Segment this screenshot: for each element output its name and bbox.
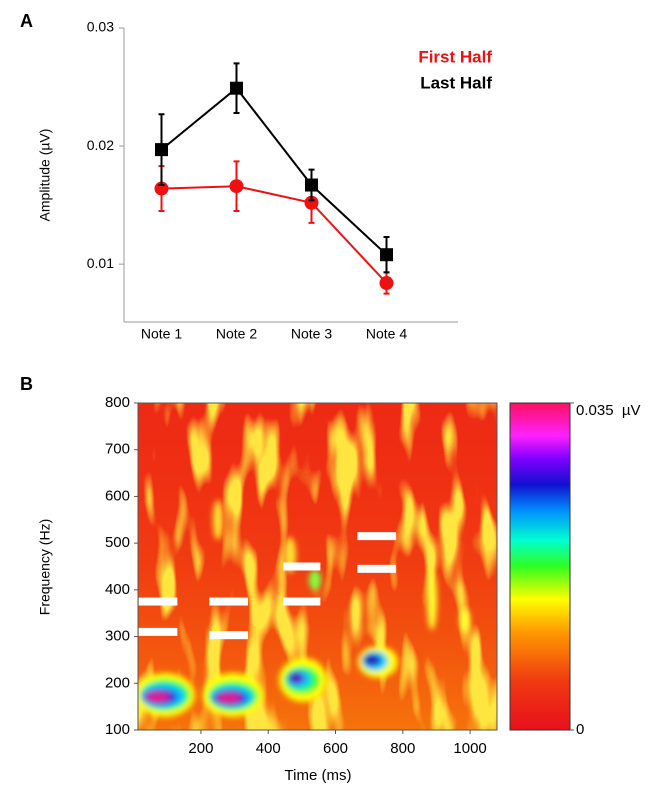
x-tick-label: Note 3 (291, 326, 332, 342)
y-axis-title: Frequency (Hz) (37, 519, 53, 615)
point (154, 181, 169, 196)
marker-bar (138, 627, 178, 636)
point (380, 248, 393, 262)
x-axis-title: Time (ms) (285, 767, 352, 784)
plot-frame (137, 402, 498, 731)
y-tick-label: 300 (105, 628, 130, 645)
point (304, 195, 319, 210)
legend-label: First Half (418, 47, 492, 66)
series-line (160, 86, 388, 256)
marker-bar (138, 597, 178, 606)
x-tick-label: 800 (390, 740, 415, 757)
x-tick-label: Note 2 (216, 326, 257, 342)
x-tick-label: Note 1 (141, 326, 182, 342)
y-axis-title: Amplitude (µV) (37, 129, 53, 222)
x-tick-label: 200 (188, 740, 213, 757)
x-tick-label: 1000 (453, 740, 486, 757)
legend-label: Last Half (420, 73, 492, 92)
marker-bar (357, 532, 397, 541)
y-tick-label: 800 (105, 394, 130, 411)
point (229, 179, 244, 194)
x-tick-label: 400 (256, 740, 281, 757)
series-line (161, 185, 388, 284)
y-tick-label: 0.02 (87, 137, 114, 153)
y-tick-label: 0.03 (87, 19, 114, 35)
y-tick-label: 500 (105, 534, 130, 551)
panel-label: B (20, 374, 33, 394)
marker-bar (283, 562, 321, 571)
y-tick-label: 600 (105, 487, 130, 504)
colorbar-label: 0 (576, 721, 584, 738)
point (379, 276, 394, 291)
colorbar (509, 402, 571, 731)
y-tick-label: 400 (105, 581, 130, 598)
panel-label: A (20, 11, 33, 31)
marker-bar (209, 597, 249, 606)
x-tick-label: Note 4 (366, 326, 407, 342)
y-tick-label: 0.01 (87, 255, 114, 271)
colorbar-label: 0.035 µV (576, 402, 641, 419)
y-tick-label: 100 (105, 721, 130, 738)
point (230, 81, 243, 95)
point (305, 178, 318, 192)
x-tick-label: 600 (323, 740, 348, 757)
point (155, 143, 168, 157)
marker-bar (209, 631, 249, 640)
y-tick-label: 700 (105, 441, 130, 458)
y-tick-label: 200 (105, 674, 130, 691)
marker-bar (357, 564, 397, 573)
marker-bar (283, 597, 321, 606)
